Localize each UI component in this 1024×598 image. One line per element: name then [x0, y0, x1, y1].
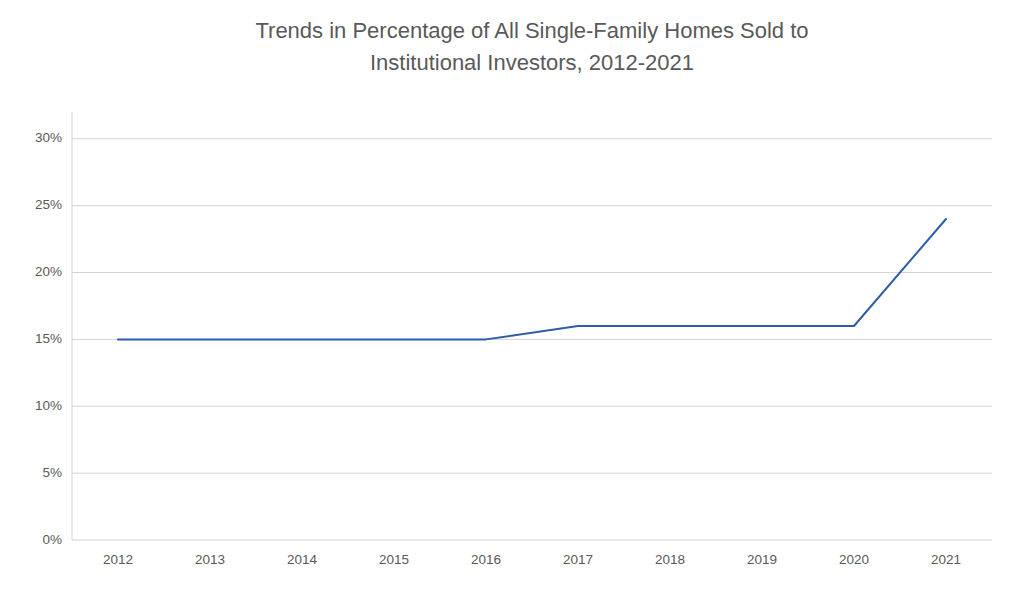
x-tick-label: 2019 — [747, 552, 777, 567]
x-tick-label: 2015 — [379, 552, 409, 567]
title: Trends in Percentage of All Single-Famil… — [255, 18, 808, 75]
y-tick-label: 15% — [35, 331, 62, 346]
grid-line — [72, 272, 992, 273]
grid-line — [72, 540, 992, 541]
y-tick-label: 25% — [35, 197, 62, 212]
x-tick-label: 2014 — [287, 552, 318, 567]
x-tick-label: 2016 — [471, 552, 501, 567]
data-line — [118, 219, 946, 339]
x-tick-label: 2017 — [563, 552, 593, 567]
grid-line — [72, 205, 992, 206]
title-line: Trends in Percentage of All Single-Famil… — [255, 18, 808, 43]
y-tick-label: 5% — [42, 465, 62, 480]
x-tick-label: 2021 — [931, 552, 961, 567]
chart-container: Trends in Percentage of All Single-Famil… — [0, 0, 1024, 598]
plot-area — [118, 219, 946, 339]
background — [0, 0, 1024, 598]
x-tick-label: 2012 — [103, 552, 133, 567]
title-line: Institutional Investors, 2012-2021 — [370, 50, 694, 75]
y-axis: 0% 5% 10% 15% 20% 25% 30% — [35, 112, 992, 547]
y-tick-label: 10% — [35, 398, 62, 413]
x-tick-label: 2020 — [839, 552, 869, 567]
y-tick-label: 0% — [42, 532, 62, 547]
y-axis-line — [72, 112, 73, 540]
grid-line — [72, 473, 992, 474]
x-tick-label: 2013 — [195, 552, 225, 567]
x-axis: 2012 2013 2014 2015 2016 2017 2018 2019 2020 2021 — [103, 552, 961, 567]
x-tick-label: 2018 — [655, 552, 685, 567]
grid-line — [72, 138, 992, 139]
y-tick-label: 20% — [35, 264, 62, 279]
chart-svg: Trends in Percentage of All Single-Famil… — [0, 0, 1024, 598]
grid-line — [72, 406, 992, 407]
y-tick-label: 30% — [35, 130, 62, 145]
